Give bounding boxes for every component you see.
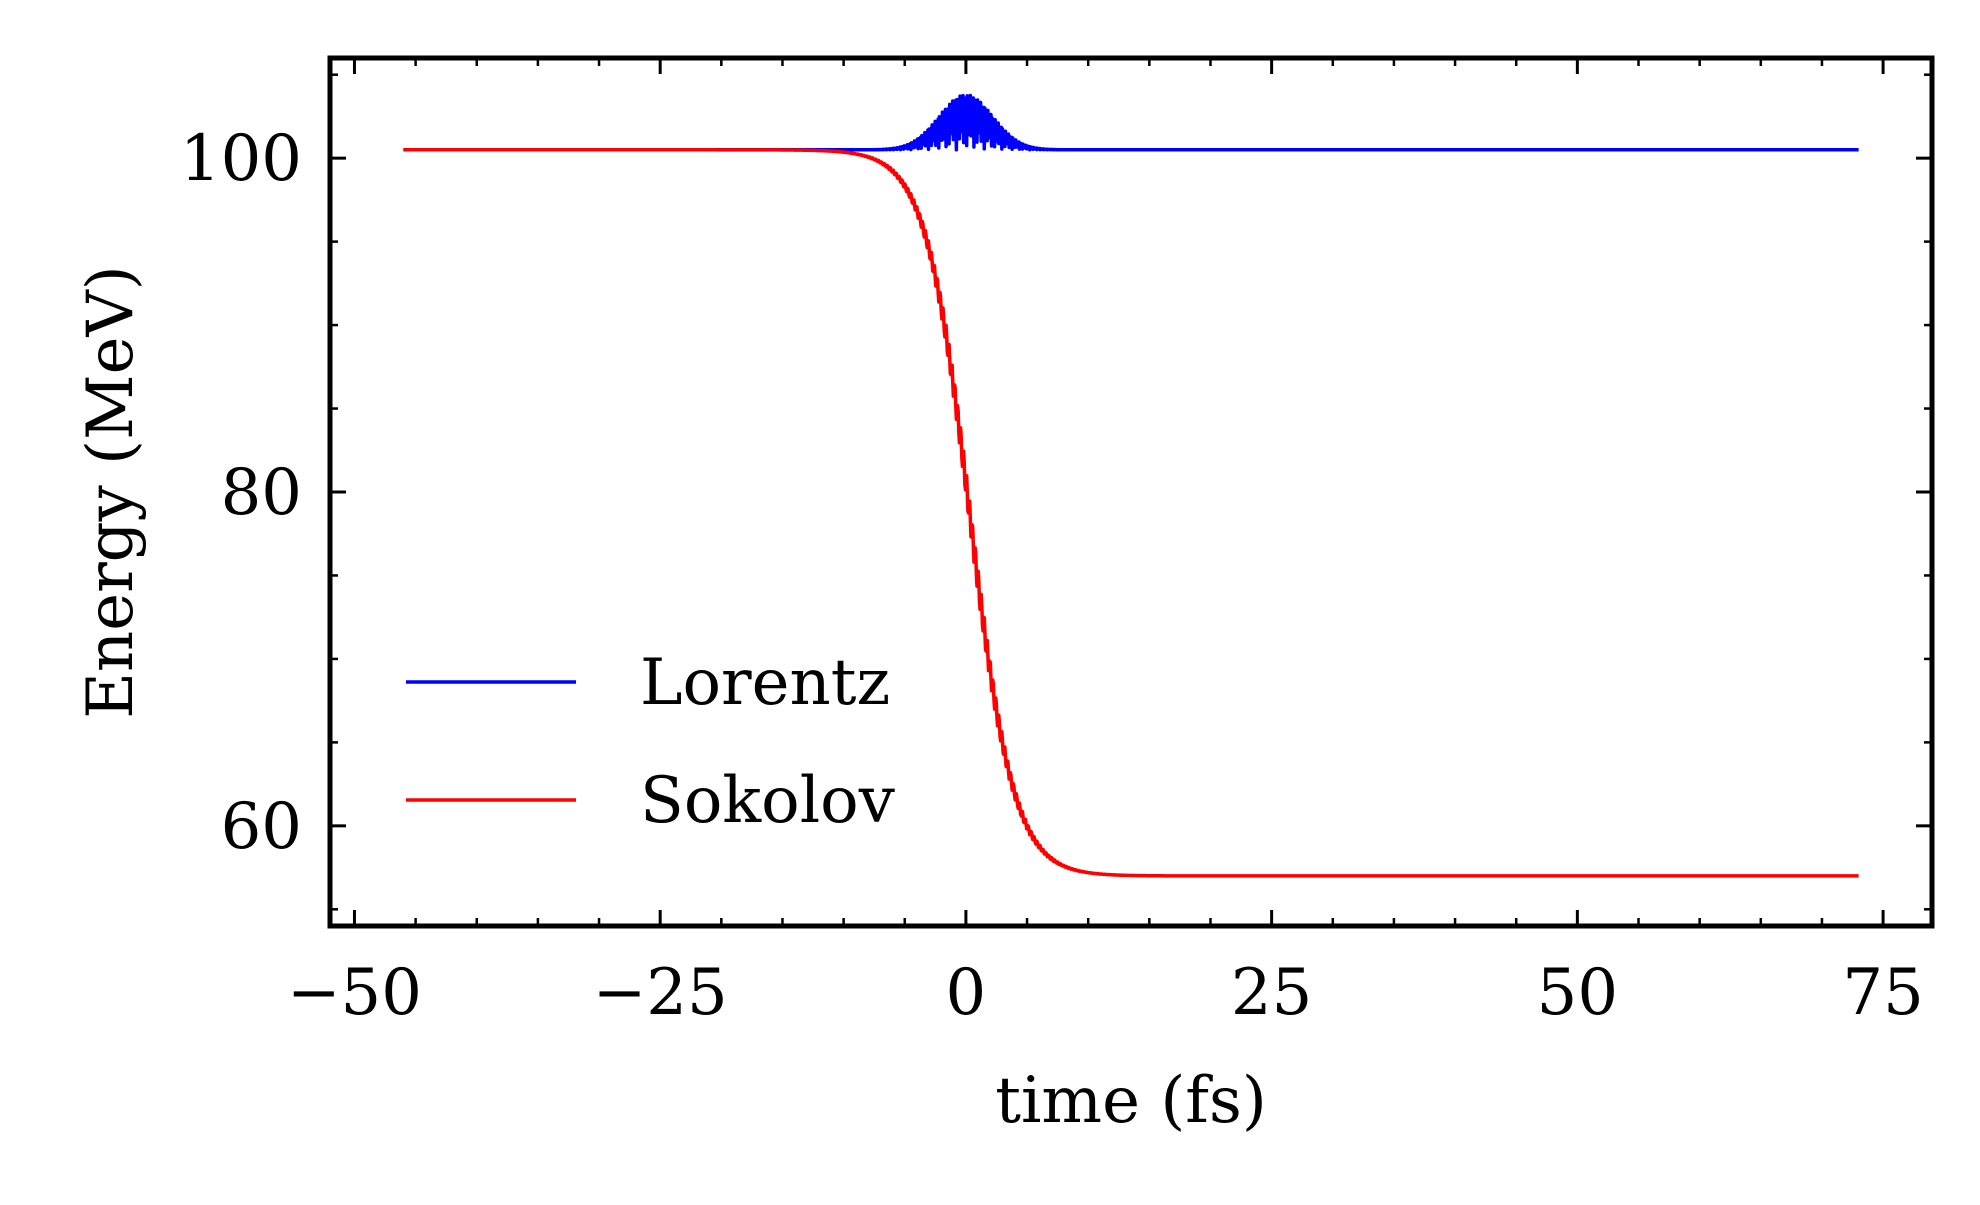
legend-label-sokolov: Sokolov <box>640 764 895 838</box>
labels-layer: −50 −25 0 25 50 75 60 80 100 <box>180 122 1924 1030</box>
x-tick-label: 25 <box>1231 956 1312 1030</box>
x-tick-label: −25 <box>593 956 728 1030</box>
x-tick-label: 50 <box>1537 956 1618 1030</box>
plot-frame <box>327 55 1935 929</box>
ticks-layer <box>330 58 1932 926</box>
y-tick-label: 60 <box>221 790 302 864</box>
x-axis-title: time (fs) <box>995 1064 1267 1138</box>
y-axis-title: Energy (MeV) <box>74 265 148 718</box>
y-tick-label: 80 <box>221 456 302 530</box>
legend: Lorentz Sokolov <box>406 646 895 838</box>
series-line-lorentz <box>402 93 1860 152</box>
x-tick-label: −50 <box>287 956 422 1030</box>
x-tick-label: 0 <box>946 956 987 1030</box>
legend-label-lorentz: Lorentz <box>640 646 890 720</box>
x-tick-label: 75 <box>1842 956 1923 1030</box>
y-tick-label: 100 <box>180 122 302 196</box>
series-layer <box>402 93 1860 878</box>
series-line-sokolov <box>402 148 1860 878</box>
